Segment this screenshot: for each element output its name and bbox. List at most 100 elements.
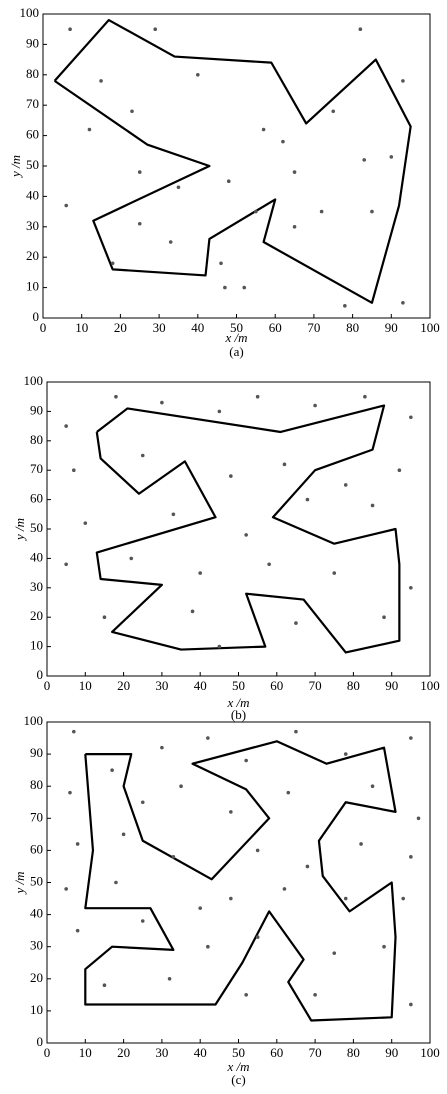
y-tick-label: 40 [30,906,43,921]
sensor-point [255,935,260,939]
sensor-point [129,556,134,561]
y-axis-label: y /m [12,518,27,542]
sensor-point [229,810,233,814]
y-tick-label: 10 [30,1002,43,1017]
tour-path [95,404,401,654]
x-axis-label: x /m [226,695,249,710]
y-tick-label: 50 [26,157,39,172]
sensor-point [198,571,202,575]
y-axis-label: y /m [8,155,23,179]
y-tick-label: 40 [26,187,39,202]
sensor-point [370,209,374,214]
sensor-point [343,304,347,308]
x-tick-label: 0 [40,320,47,335]
x-tick-label: 50 [230,320,243,335]
x-tick-label: 20 [117,678,130,693]
sensor-point [282,462,287,467]
x-tick-label: 100 [420,320,440,335]
x-tick-label: 0 [44,678,51,693]
x-tick-label: 60 [270,678,283,693]
sensor-point [255,848,260,853]
sensor-point [68,790,72,795]
y-tick-label: 20 [30,970,43,985]
x-axis-label: x /m [226,1059,249,1074]
y-tick-label: 30 [26,218,39,233]
panel: 0 10 20 30 40 50 60 70 80 90 100 0 10 20 30 40 50 60 70 80 9… [12,713,440,1087]
y-tick-label: 0 [37,667,44,682]
sensor-point [102,983,107,988]
sensor-point [332,951,337,955]
panel: 0 10 20 30 40 50 60 70 80 90 100 0 10 20 30 40 50 60 70 80 9… [8,5,440,359]
y-tick-label: 70 [30,809,43,824]
x-tick-label: 40 [194,678,207,693]
sensor-point [416,816,421,821]
sensor-point [72,468,76,473]
x-tick-label: 90 [385,1045,398,1060]
sensor-point [359,842,363,846]
sensor-point [72,729,76,734]
y-tick-label: 60 [30,491,43,506]
sensor-point [282,887,287,891]
x-tick-label: 50 [232,678,245,693]
sensor-point [331,109,336,114]
x-tick-label: 30 [155,1045,168,1060]
sensor-point [244,758,248,763]
sensor-point [68,27,72,32]
sensor-point [110,768,114,772]
sensor-point [217,644,222,649]
y-tick-label: 90 [30,745,43,760]
sensor-point [190,609,195,614]
sensor-point [286,790,291,795]
sensor-point [217,409,222,414]
sensor-point [99,79,103,83]
y-axis-label: y /m [12,871,27,895]
sensor-point [409,855,413,859]
sensor-point [206,736,210,740]
sensor-point [114,394,118,399]
x-tick-label: 20 [117,1045,130,1060]
sensor-point [179,784,183,788]
sensor-point [343,752,348,756]
y-tick-label: 70 [30,461,43,476]
sensor-point [409,586,413,590]
y-tick-label: 80 [26,66,39,81]
sensor-point [409,1002,413,1007]
sensor-point [362,158,367,162]
sensor-point [64,424,68,428]
sensor-point [64,203,69,208]
sensor-point [196,73,200,77]
sensor-point [305,864,310,869]
sensor-point [382,615,386,619]
y-tick-label: 80 [30,432,43,447]
sensor-point [160,400,164,405]
sensor-point [255,394,260,399]
sensor-point [409,415,413,420]
sensor-point [382,944,386,949]
x-tick-label: 40 [194,1045,207,1060]
sensor-point [130,109,134,114]
x-tick-label: 80 [347,1045,360,1060]
y-tick-label: 100 [24,373,44,388]
caption: (a) [229,344,243,359]
tour-path [53,18,412,304]
sensor-point [226,179,231,183]
sensor-point [244,993,248,997]
sensor-point [261,127,266,132]
sensor-point [75,842,80,846]
sensor-point [114,880,118,885]
y-tick-label: 60 [26,127,39,142]
sensor-point [370,784,375,788]
x-tick-label: 100 [420,1045,440,1060]
sensor-point [229,474,233,478]
y-tick-label: 10 [30,638,43,653]
sensor-point [121,832,126,837]
y-tick-label: 100 [24,713,44,728]
sensor-point [242,285,247,290]
sensor-point [401,79,405,83]
sensor-point [171,512,176,517]
sensor-point [267,562,271,567]
sensor-point [370,503,375,508]
y-tick-label: 80 [30,777,43,792]
sensor-point [110,261,115,266]
